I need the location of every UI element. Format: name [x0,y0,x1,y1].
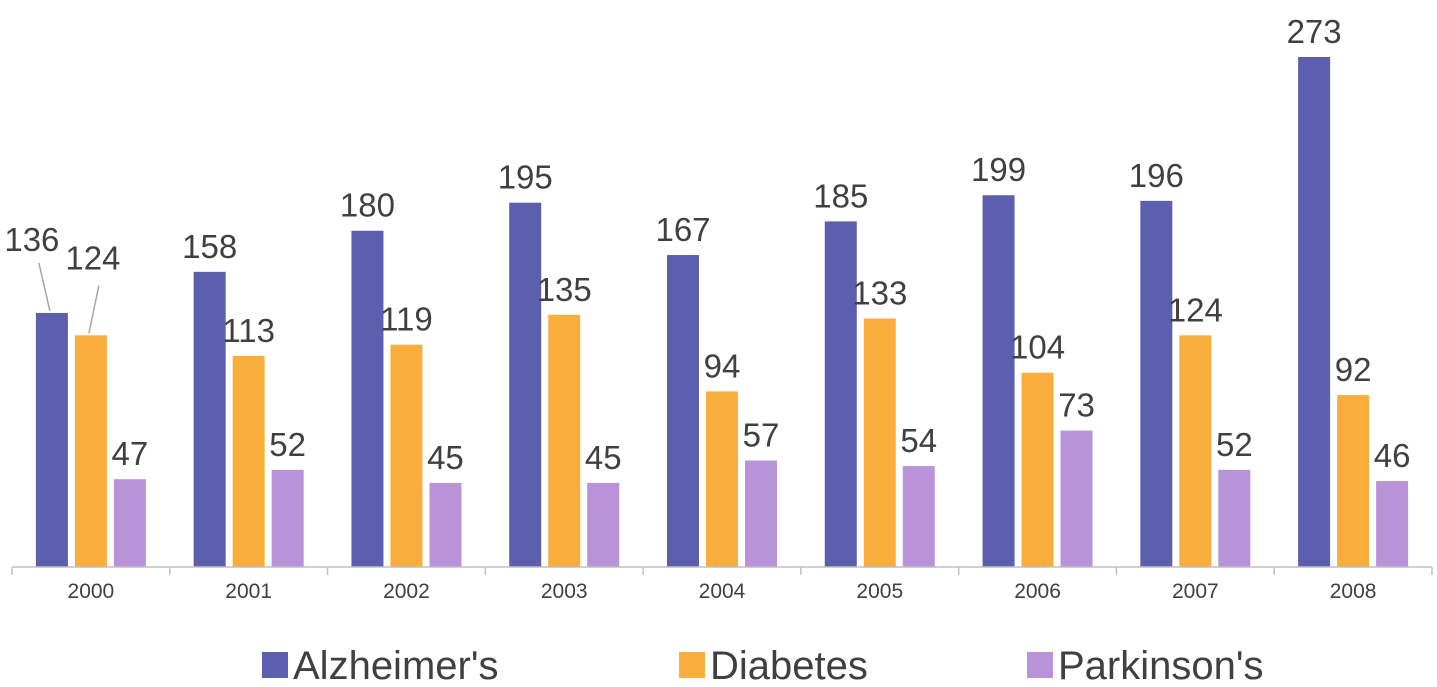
bar-parkinson-s-2005 [902,466,935,567]
bar-parkinson-s-2006 [1060,430,1093,567]
bar-parkinson-s-2004 [745,460,777,567]
data-label-diabetes-2007: 124 [1168,291,1223,328]
bar-alzheimer-s-2008 [1298,57,1331,567]
data-label-diabetes-2001: 113 [222,312,275,349]
x-tick-label-2004: 2004 [699,580,746,603]
data-label-diabetes-2004: 94 [704,347,741,384]
data-label-alzheimer-s-2002: 180 [340,187,395,224]
x-tick-label-2005: 2005 [856,580,903,603]
bars-layer [35,57,1409,567]
data-label-alzheimer-s-2003: 195 [498,159,553,196]
x-tick-label-2002: 2002 [383,580,430,603]
legend-swatch-parkinson-s [1027,652,1053,678]
bar-diabetes-2006 [1021,372,1054,567]
bar-diabetes-2005 [863,318,896,567]
legend: Alzheimer's Diabetes Parkinson's [262,644,1264,687]
bar-parkinson-s-2007 [1218,469,1251,567]
x-tick-label-2007: 2007 [1172,580,1219,603]
bar-diabetes-2002 [390,344,423,567]
leader-lines [38,262,100,334]
data-label-parkinson-s-2000: 47 [112,435,149,472]
legend-swatch-diabetes [679,652,705,678]
data-label-parkinson-s-2002: 45 [427,439,464,476]
bar-diabetes-2008 [1337,395,1370,567]
data-label-parkinson-s-2003: 45 [585,439,622,476]
legend-swatch-alzheimer-s [262,652,288,678]
bar-parkinson-s-2001 [271,469,304,567]
bar-alzheimer-s-2003 [509,202,542,567]
leader-line-alzheimer-s-2000 [38,262,51,312]
data-label-alzheimer-s-2000: 136 [4,221,59,258]
bar-diabetes-2003 [548,314,581,567]
bar-diabetes-2004 [706,391,738,567]
bar-parkinson-s-2003 [587,482,620,567]
data-label-parkinson-s-2006: 73 [1058,387,1095,424]
data-label-alzheimer-s-2008: 273 [1287,13,1342,50]
data-label-diabetes-2006: 104 [1010,329,1065,366]
bar-diabetes-2000 [74,335,107,567]
data-label-alzheimer-s-2005: 185 [813,177,868,214]
bar-alzheimer-s-2005 [824,221,857,567]
data-labels: 136 1244715811352180119451951354516794571… [4,13,1410,476]
bar-alzheimer-s-2006 [982,195,1015,567]
data-label-parkinson-s-2007: 52 [1216,426,1253,463]
x-tick-label-2001: 2001 [225,580,272,603]
data-label-parkinson-s-2001: 52 [269,426,306,463]
leader-line-diabetes-2000 [88,285,100,334]
x-tick-label-2003: 2003 [541,580,588,603]
data-label-diabetes-2000: 124 [65,239,120,276]
bar-alzheimer-s-2000 [35,312,68,567]
bar-parkinson-s-2000 [113,479,146,567]
bar-diabetes-2007 [1179,335,1212,567]
data-label-diabetes-2002: 119 [380,301,433,338]
x-tick-label-2000: 2000 [68,580,115,603]
x-tick-label-2008: 2008 [1330,580,1377,603]
data-label-diabetes-2003: 135 [537,271,592,308]
bar-alzheimer-s-2004 [667,255,699,567]
bar-parkinson-s-2002 [429,482,462,567]
bar-diabetes-2001 [232,355,265,567]
legend-label-parkinson-s: Parkinson's [1058,644,1264,682]
bar-alzheimer-s-2001 [193,271,226,567]
data-label-alzheimer-s-2006: 199 [971,151,1026,188]
data-label-parkinson-s-2005: 54 [900,422,937,459]
data-label-alzheimer-s-2007: 196 [1129,157,1184,194]
data-label-alzheimer-s-2001: 158 [182,228,237,265]
data-label-alzheimer-s-2004: 167 [655,211,710,248]
data-label-diabetes-2005: 133 [852,275,907,312]
data-label-parkinson-s-2008: 46 [1374,437,1411,474]
data-label-diabetes-2008: 92 [1335,351,1372,388]
bar-parkinson-s-2008 [1376,481,1409,567]
x-axis: 2000 2001 2002 2003 2004 2005 2006 2007 2008 [11,566,1433,603]
x-tick-label-2006: 2006 [1014,580,1061,603]
data-label-parkinson-s-2004: 57 [743,417,780,454]
legend-label-alzheimer-s: Alzheimer's [293,644,498,682]
legend-label-diabetes: Diabetes [710,644,868,682]
bar-alzheimer-s-2007 [1140,200,1173,567]
bar-alzheimer-s-2002 [351,230,384,567]
